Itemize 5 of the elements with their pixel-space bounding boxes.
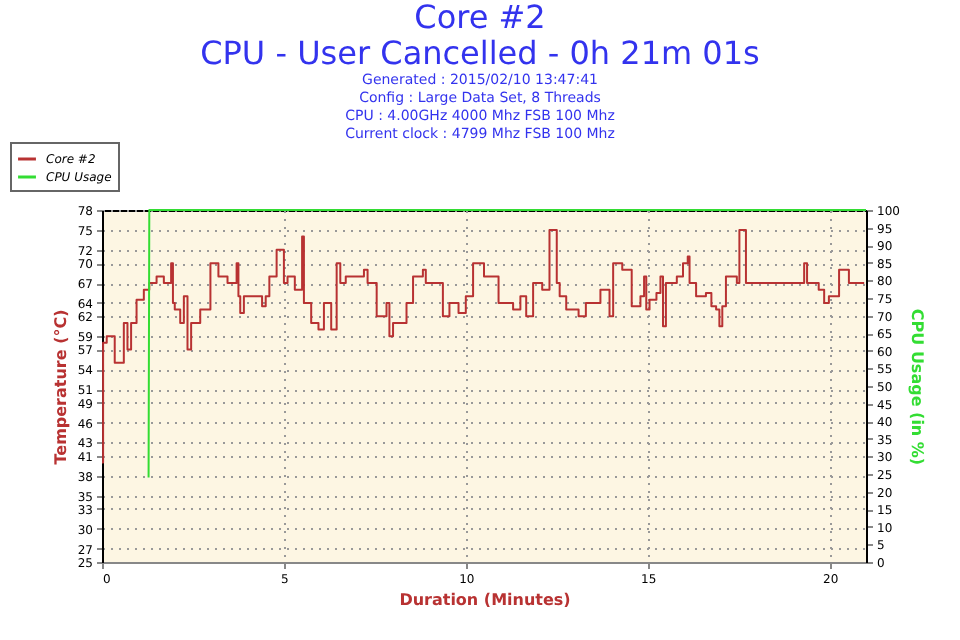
y-axis-title: Temperature (°C) [51, 309, 70, 465]
x-axis-title: Duration (Minutes) [399, 591, 571, 609]
chart-title: Core #2 [412, 0, 548, 36]
y2-axis-title: CPU Usage (in %) [907, 308, 926, 466]
chart-subtitle: CPU - User Cancelled - 0h 21m 01s [198, 34, 762, 72]
